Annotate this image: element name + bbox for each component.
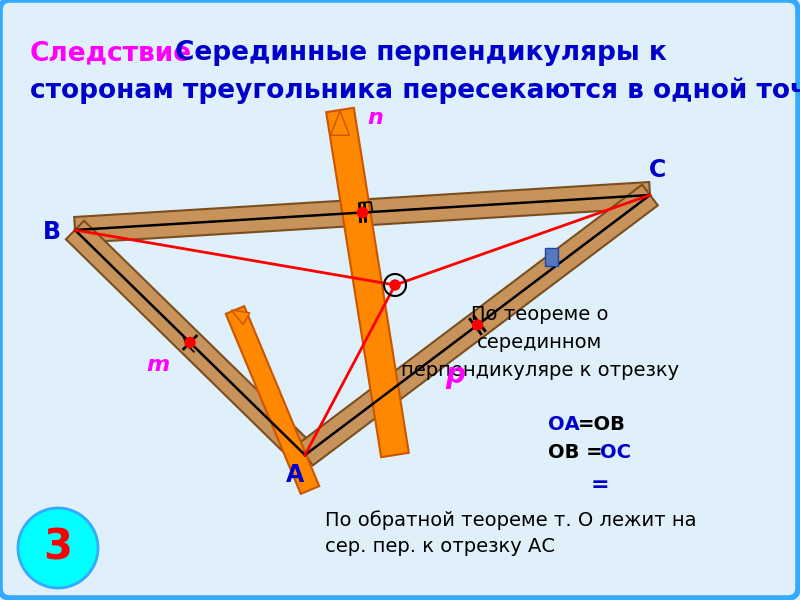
Polygon shape (66, 221, 314, 464)
Bar (545, 248, 558, 266)
Text: ОА: ОА (548, 415, 580, 434)
Circle shape (18, 508, 98, 588)
Circle shape (473, 320, 482, 330)
Text: сторонам треугольника пересекаются в одной точке.: сторонам треугольника пересекаются в одн… (30, 78, 800, 104)
Text: =: = (590, 475, 610, 495)
Text: m: m (146, 355, 170, 375)
Text: C: C (650, 158, 666, 182)
Polygon shape (330, 111, 350, 136)
Circle shape (358, 208, 367, 217)
Text: B: B (43, 220, 61, 244)
Text: ОВ =: ОВ = (548, 443, 602, 462)
Circle shape (390, 280, 400, 290)
Text: 3: 3 (43, 527, 73, 569)
Polygon shape (326, 108, 409, 457)
Text: Серединные перпендикуляры к: Серединные перпендикуляры к (175, 40, 667, 66)
Text: ОС: ОС (600, 443, 631, 462)
Text: A: A (286, 463, 304, 487)
Polygon shape (297, 185, 658, 466)
Circle shape (185, 337, 195, 347)
Text: Следствие: Следствие (30, 40, 192, 66)
Text: По теореме о
серединном
перпендикуляре к отрезку: По теореме о серединном перпендикуляре к… (401, 305, 679, 380)
Text: =ОВ: =ОВ (578, 415, 626, 434)
Text: По обратной теореме т. О лежит на
сер. пер. к отрезку АС: По обратной теореме т. О лежит на сер. п… (325, 510, 697, 556)
Text: n: n (367, 108, 383, 128)
Polygon shape (74, 182, 650, 243)
Text: p: p (445, 361, 465, 389)
Polygon shape (231, 310, 250, 325)
Polygon shape (226, 306, 319, 494)
